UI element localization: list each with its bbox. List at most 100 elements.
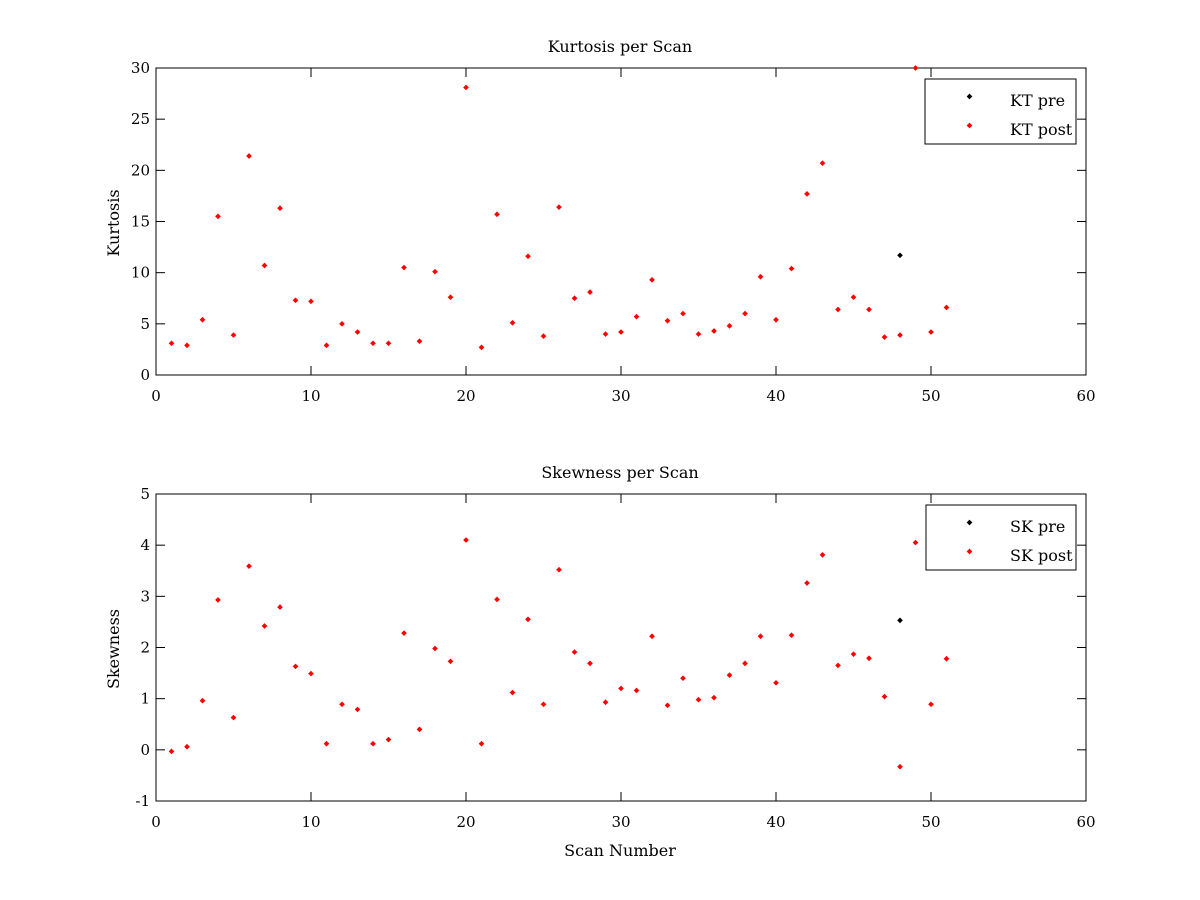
- kurtosis-point-post: [261, 262, 268, 269]
- skewness-point-post: [308, 670, 314, 677]
- kurtosis-x-tick-label: 20: [456, 387, 475, 405]
- kurtosis-point-pre: [897, 252, 903, 259]
- skewness-chart-title: Skewness per Scan: [541, 463, 698, 482]
- skewness-legend-label-post: SK post: [1010, 546, 1073, 565]
- kurtosis-legend-marker-post: [966, 122, 973, 129]
- skewness-point-post: [199, 697, 206, 704]
- skewness-point-post: [835, 662, 841, 669]
- skewness-point-post: [261, 623, 268, 629]
- skewness-point-post: [649, 633, 655, 640]
- skewness-x-tick-label: 50: [921, 813, 940, 831]
- kurtosis-legend-label-post: KT post: [1010, 120, 1073, 139]
- kurtosis-legend-label-pre: KT pre: [1010, 91, 1065, 110]
- skewness-y-tick-label: -1: [135, 792, 150, 810]
- kurtosis-x-tick-label: 0: [151, 387, 161, 405]
- kurtosis-legend: KT pre KT post: [924, 78, 1077, 145]
- skewness-point-post: [478, 740, 485, 747]
- skewness-legend-box: [925, 504, 1077, 571]
- skewness-legend-marker-post: [966, 548, 973, 555]
- kurtosis-point-post: [726, 323, 733, 329]
- skewness-point-post: [370, 740, 376, 747]
- skewness-point-post: [385, 736, 392, 743]
- kurtosis-point-post: [416, 338, 423, 345]
- kurtosis-y-axis-label: Kurtosis: [104, 189, 123, 256]
- skewness-point-post: [215, 597, 221, 603]
- kurtosis-y-tick-label: 15: [131, 213, 150, 231]
- kurtosis-point-post: [835, 306, 841, 313]
- kurtosis-point-post: [540, 333, 547, 339]
- skewness-point-post: [184, 743, 190, 750]
- kurtosis-point-post: [447, 294, 454, 301]
- skewness-point-post: [292, 663, 299, 670]
- kurtosis-point-post: [199, 316, 206, 323]
- kurtosis-point-post: [292, 297, 299, 304]
- skewness-x-tick-label: 10: [301, 813, 320, 831]
- skewness-point-post: [602, 699, 609, 706]
- skewness-point-post: [401, 630, 407, 637]
- kurtosis-point-post: [602, 331, 609, 337]
- skewness-point-post: [463, 537, 469, 543]
- kurtosis-y-tick-label: 10: [131, 264, 150, 282]
- skewness-y-tick-label: 4: [140, 536, 150, 554]
- kurtosis-point-post: [215, 213, 221, 220]
- skewness-y-tick-label: 3: [140, 587, 150, 605]
- kurtosis-point-post: [478, 344, 485, 351]
- skewness-point-post: [416, 726, 423, 733]
- kurtosis-x-tick-label: 30: [611, 387, 630, 405]
- kurtosis-point-post: [323, 342, 330, 349]
- kurtosis-x-tick-label: 40: [766, 387, 785, 405]
- skewness-point-post: [168, 748, 175, 755]
- skewness-point-post: [339, 701, 345, 708]
- kurtosis-point-post: [757, 273, 764, 280]
- skewness-point-post: [525, 616, 531, 623]
- kurtosis-point-post: [773, 316, 779, 323]
- kurtosis-y-tick-label: 20: [131, 161, 150, 179]
- skewness-y-axis-label: Skewness: [104, 609, 123, 689]
- kurtosis-point-post: [230, 332, 237, 338]
- kurtosis-point-post: [742, 310, 748, 317]
- skewness-y-tick-label: 0: [140, 741, 150, 759]
- skewness-x-axis-label: Scan Number: [564, 841, 676, 860]
- kurtosis-point-post: [912, 65, 919, 71]
- skewness-point-post: [540, 701, 547, 708]
- skewness-y-tick-label: 2: [140, 639, 150, 657]
- skewness-legend-label-pre: SK pre: [1010, 517, 1065, 536]
- skewness-subplot: Skewness per Scan Skewness Scan Number 0…: [104, 463, 1096, 860]
- kurtosis-point-post: [618, 329, 624, 335]
- skewness-point-post: [230, 714, 237, 721]
- kurtosis-point-post: [494, 211, 500, 218]
- kurtosis-x-tick-label: 60: [1076, 387, 1095, 405]
- kurtosis-point-post: [633, 313, 640, 320]
- skewness-point-post: [680, 675, 686, 682]
- kurtosis-point-post: [571, 295, 578, 302]
- kurtosis-point-post: [463, 84, 469, 91]
- kurtosis-point-post: [819, 160, 826, 166]
- skewness-x-tick-label: 20: [456, 813, 475, 831]
- kurtosis-point-post: [881, 334, 888, 340]
- kurtosis-point-post: [385, 340, 392, 347]
- skewness-y-tick-label: 1: [140, 690, 150, 708]
- skewness-point-post: [664, 702, 671, 709]
- kurtosis-point-post: [850, 294, 857, 301]
- kurtosis-point-post: [168, 340, 175, 347]
- skewness-point-post: [494, 596, 500, 603]
- kurtosis-point-post: [928, 329, 934, 335]
- kurtosis-legend-marker-pre: [966, 93, 973, 100]
- kurtosis-point-post: [277, 205, 283, 212]
- skewness-y-tick-label: 5: [140, 485, 150, 503]
- kurtosis-legend-box: [924, 78, 1077, 145]
- skewness-point-post: [788, 632, 795, 639]
- kurtosis-x-tick-label: 10: [301, 387, 320, 405]
- skewness-point-post: [618, 685, 624, 692]
- kurtosis-y-tick-label: 30: [131, 59, 150, 77]
- skewness-point-post: [323, 740, 330, 747]
- skewness-point-post: [447, 658, 454, 665]
- skewness-point-post: [742, 660, 748, 667]
- kurtosis-point-post: [246, 153, 252, 159]
- kurtosis-y-tick-label: 25: [131, 110, 150, 128]
- skewness-point-pre: [897, 617, 903, 624]
- skewness-x-tick-label: 40: [766, 813, 785, 831]
- skewness-point-post: [711, 694, 717, 701]
